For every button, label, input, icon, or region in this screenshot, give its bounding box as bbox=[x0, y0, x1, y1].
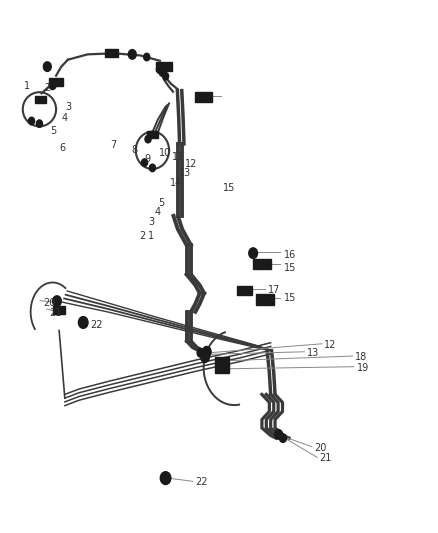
Text: 16: 16 bbox=[284, 251, 296, 260]
Circle shape bbox=[162, 72, 169, 80]
Bar bbox=[215, 357, 229, 366]
Text: 13: 13 bbox=[179, 168, 191, 177]
Text: 15: 15 bbox=[223, 183, 236, 192]
Text: 13: 13 bbox=[307, 348, 319, 358]
Circle shape bbox=[160, 472, 171, 484]
Circle shape bbox=[128, 50, 136, 59]
Circle shape bbox=[249, 248, 258, 259]
Text: 14: 14 bbox=[170, 178, 182, 188]
Circle shape bbox=[279, 434, 286, 442]
Text: 19: 19 bbox=[357, 363, 369, 373]
Text: 12: 12 bbox=[185, 159, 197, 168]
Text: 10: 10 bbox=[159, 148, 171, 158]
Text: 7: 7 bbox=[110, 140, 117, 150]
Circle shape bbox=[28, 117, 35, 125]
Text: 2: 2 bbox=[44, 83, 50, 93]
Text: 11: 11 bbox=[172, 152, 184, 162]
Text: 21: 21 bbox=[320, 454, 332, 463]
Text: 21: 21 bbox=[49, 308, 61, 318]
Text: 6: 6 bbox=[59, 143, 65, 152]
Text: 3: 3 bbox=[66, 102, 72, 111]
Text: 22: 22 bbox=[195, 478, 208, 487]
Bar bbox=[35, 96, 46, 102]
Circle shape bbox=[43, 62, 51, 71]
Circle shape bbox=[201, 352, 209, 362]
Text: 15: 15 bbox=[284, 294, 296, 303]
Bar bbox=[49, 77, 63, 85]
Text: 18: 18 bbox=[355, 352, 367, 362]
Text: 2: 2 bbox=[139, 231, 145, 241]
Circle shape bbox=[78, 317, 88, 328]
Circle shape bbox=[275, 430, 283, 439]
Circle shape bbox=[53, 296, 61, 306]
Circle shape bbox=[159, 70, 165, 76]
Text: 4: 4 bbox=[61, 114, 67, 123]
Bar bbox=[256, 294, 274, 305]
Circle shape bbox=[145, 135, 151, 143]
Circle shape bbox=[149, 164, 155, 172]
Text: 22: 22 bbox=[90, 320, 102, 330]
Bar bbox=[53, 306, 65, 314]
Text: 9: 9 bbox=[145, 154, 151, 164]
Text: 20: 20 bbox=[314, 443, 327, 453]
Text: 5: 5 bbox=[159, 198, 165, 207]
Text: 12: 12 bbox=[324, 341, 336, 350]
Text: 15: 15 bbox=[284, 263, 296, 272]
Bar bbox=[156, 62, 172, 71]
Bar bbox=[215, 365, 229, 373]
Bar bbox=[147, 131, 158, 138]
Text: 17: 17 bbox=[268, 285, 280, 295]
Circle shape bbox=[144, 53, 150, 61]
Bar bbox=[253, 259, 271, 269]
Text: 20: 20 bbox=[43, 298, 55, 308]
Text: 5: 5 bbox=[50, 126, 57, 135]
Text: 1: 1 bbox=[24, 82, 30, 91]
Bar bbox=[237, 286, 252, 295]
Text: 1: 1 bbox=[148, 231, 154, 241]
Circle shape bbox=[49, 81, 56, 90]
Text: 8: 8 bbox=[131, 146, 138, 155]
Circle shape bbox=[141, 159, 148, 166]
Circle shape bbox=[197, 349, 204, 357]
Bar bbox=[195, 92, 212, 102]
Circle shape bbox=[156, 65, 163, 74]
Circle shape bbox=[202, 346, 211, 357]
Text: 3: 3 bbox=[148, 217, 154, 227]
Circle shape bbox=[36, 120, 42, 127]
Bar bbox=[105, 49, 118, 57]
Text: 4: 4 bbox=[154, 207, 160, 217]
